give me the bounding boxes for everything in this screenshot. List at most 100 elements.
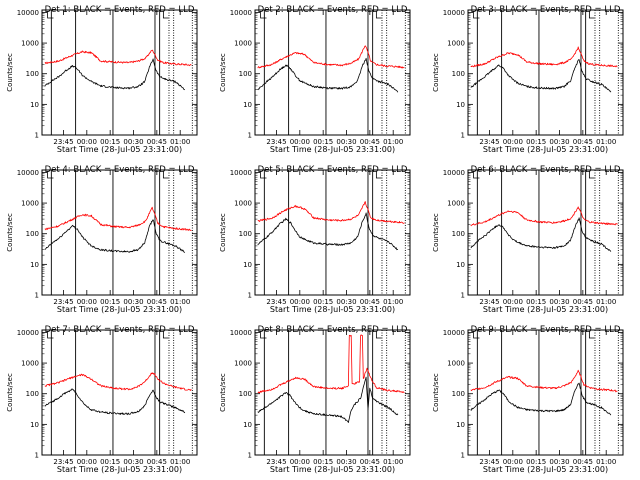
- x-axis-label: Start Time (28-Jul-05 23:31:00): [270, 305, 395, 314]
- x-tick-label: 00:15: [313, 138, 333, 146]
- corner-marker: [47, 171, 54, 179]
- panel-det-3: Det 3: BLACK = Events, RED = LLD11010010…: [432, 5, 624, 154]
- x-tick-label: 23:45: [266, 138, 286, 146]
- y-axis-label: Counts/sec: [432, 373, 440, 412]
- panel-det-2: Det 2: BLACK = Events, RED = LLD11010010…: [219, 5, 411, 154]
- corner-marker: [162, 331, 169, 339]
- x-tick-label: 01:00: [170, 298, 190, 306]
- y-tick-label: 10000: [230, 9, 252, 17]
- y-axis-label: Counts/sec: [219, 53, 227, 92]
- x-tick-label: 23:45: [266, 458, 286, 466]
- x-tick-label: 00:30: [336, 298, 356, 306]
- x-tick-label: 01:00: [170, 458, 190, 466]
- x-tick-label: 00:30: [549, 458, 569, 466]
- corner-marker: [162, 11, 169, 19]
- lld-series-line: [470, 46, 618, 68]
- y-tick-label: 10000: [17, 169, 39, 177]
- panel-det-6: Det 6: BLACK = Events, RED = LLD11010010…: [432, 165, 624, 314]
- x-tick-label: 23:45: [479, 458, 499, 466]
- x-tick-label: 01:00: [383, 458, 403, 466]
- lld-series-line: [257, 334, 405, 394]
- y-tick-label: 1000: [21, 360, 39, 368]
- y-tick-label: 10: [243, 261, 252, 269]
- x-tick-label: 00:45: [573, 458, 593, 466]
- x-tick-label: 00:45: [147, 458, 167, 466]
- y-tick-label: 10000: [443, 329, 465, 337]
- y-tick-label: 1000: [234, 40, 252, 48]
- y-tick-label: 10000: [443, 169, 465, 177]
- y-tick-label: 1000: [447, 360, 465, 368]
- lld-series-line: [470, 369, 618, 393]
- y-tick-label: 10000: [443, 9, 465, 17]
- y-tick-label: 100: [239, 230, 252, 238]
- x-tick-label: 00:15: [526, 138, 546, 146]
- x-tick-label: 00:30: [549, 138, 569, 146]
- y-tick-label: 1: [461, 132, 465, 140]
- y-tick-label: 1: [248, 132, 252, 140]
- panel-det-4: Det 4: BLACK = Events, RED = LLD11010010…: [6, 165, 198, 314]
- y-tick-label: 100: [239, 70, 252, 78]
- x-axis-label: Start Time (28-Jul-05 23:31:00): [57, 145, 182, 154]
- x-tick-label: 23:45: [53, 458, 73, 466]
- events-series-line: [257, 212, 399, 251]
- corner-marker: [375, 331, 382, 339]
- x-tick-label: 00:00: [290, 458, 310, 466]
- x-axis-label: Start Time (28-Jul-05 23:31:00): [483, 465, 608, 474]
- y-tick-label: 10: [456, 261, 465, 269]
- x-tick-label: 00:45: [573, 298, 593, 306]
- events-series-line: [470, 59, 612, 93]
- y-tick-label: 1000: [234, 360, 252, 368]
- x-axis-label: Start Time (28-Jul-05 23:31:00): [57, 305, 182, 314]
- corner-marker: [260, 11, 267, 19]
- y-tick-label: 1000: [21, 40, 39, 48]
- x-tick-label: 00:30: [549, 298, 569, 306]
- lld-series-line: [257, 201, 405, 224]
- x-tick-label: 23:45: [53, 138, 73, 146]
- y-tick-label: 10000: [17, 329, 39, 337]
- x-tick-label: 01:00: [383, 138, 403, 146]
- x-tick-label: 01:00: [383, 298, 403, 306]
- corner-marker: [473, 331, 480, 339]
- corner-marker: [588, 331, 595, 339]
- x-tick-label: 00:15: [313, 458, 333, 466]
- y-axis-label: Counts/sec: [432, 53, 440, 92]
- corner-marker: [260, 331, 267, 339]
- y-tick-label: 1: [35, 132, 39, 140]
- x-tick-label: 00:15: [313, 298, 333, 306]
- y-tick-label: 10: [30, 101, 39, 109]
- y-tick-label: 100: [452, 70, 465, 78]
- panel-det-9: Det 9: BLACK = Events, RED = LLD11010010…: [432, 325, 624, 474]
- x-tick-label: 00:45: [360, 138, 380, 146]
- corner-marker: [47, 11, 54, 19]
- x-tick-label: 01:00: [596, 298, 616, 306]
- x-tick-label: 00:30: [123, 138, 143, 146]
- y-tick-label: 10: [30, 421, 39, 429]
- y-tick-label: 100: [26, 390, 39, 398]
- x-tick-label: 00:00: [503, 458, 523, 466]
- y-tick-label: 1: [248, 292, 252, 300]
- y-tick-label: 10000: [17, 9, 39, 17]
- y-tick-label: 1000: [234, 200, 252, 208]
- events-series-line: [44, 388, 186, 416]
- events-series-line: [470, 217, 612, 252]
- x-tick-label: 23:45: [53, 298, 73, 306]
- x-axis-label: Start Time (28-Jul-05 23:31:00): [483, 145, 608, 154]
- y-tick-label: 1: [461, 292, 465, 300]
- corner-marker: [47, 331, 54, 339]
- x-tick-label: 00:00: [77, 298, 97, 306]
- y-tick-label: 10: [30, 261, 39, 269]
- panel-det-5: Det 5: BLACK = Events, RED = LLD11010010…: [219, 165, 411, 314]
- lld-series-line: [257, 45, 405, 69]
- x-tick-label: 00:30: [123, 458, 143, 466]
- x-tick-label: 00:30: [123, 298, 143, 306]
- x-tick-label: 23:45: [266, 298, 286, 306]
- y-tick-label: 100: [452, 390, 465, 398]
- corner-marker: [473, 11, 480, 19]
- x-axis-label: Start Time (28-Jul-05 23:31:00): [483, 305, 608, 314]
- y-tick-label: 10000: [230, 329, 252, 337]
- x-tick-label: 00:00: [77, 458, 97, 466]
- corner-marker: [588, 11, 595, 19]
- events-series-line: [44, 219, 186, 253]
- x-tick-label: 00:30: [336, 138, 356, 146]
